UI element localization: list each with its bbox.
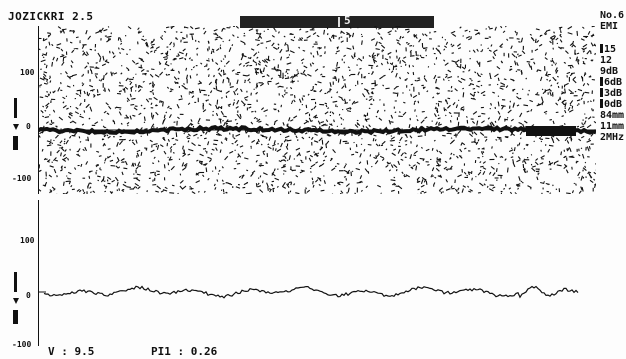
- parameter-text: 15: [604, 44, 617, 55]
- parameter-text: 84mm: [600, 110, 625, 121]
- parameter-panel: No.6 EMI 15 12 9dB 6dB 3dB 0dB 84mm 11mm 2MHz: [600, 10, 626, 143]
- waveform-gain-icon: [13, 272, 19, 324]
- waveform-panel: 100 0 -100: [12, 196, 596, 349]
- spectrum-panel: 100 0 -100: [12, 26, 596, 194]
- parameter-text: 12: [600, 55, 613, 66]
- spectrum-y-axis: [38, 26, 39, 194]
- parameter-text: 9dB: [600, 66, 619, 77]
- spectrum-noise-display: [38, 26, 596, 194]
- device-title: JOZICKRI 2.5: [8, 10, 94, 23]
- parameter-item: EMI: [600, 21, 626, 32]
- waveform-y-axis: [38, 200, 39, 346]
- parameter-item: 12: [600, 55, 626, 66]
- measurement-readouts: V : 9.5 PI1 : 0.26: [48, 345, 267, 358]
- parameter-text: 0dB: [604, 99, 623, 110]
- pulsatility-readout: PI1 : 0.26: [150, 345, 218, 358]
- velocity-readout: V : 9.5: [48, 345, 95, 358]
- parameter-item: 0dB: [600, 99, 626, 110]
- waveform-ytick-mid: 0: [26, 291, 31, 300]
- parameter-item: No.6: [600, 10, 626, 21]
- scale-bar-marker: [338, 17, 340, 27]
- parameter-item: 11mm: [600, 121, 626, 132]
- waveform-trace-display: [38, 285, 579, 299]
- parameter-text: 3dB: [604, 88, 623, 99]
- parameter-bar-icon: [600, 44, 603, 53]
- parameter-text: 6dB: [604, 77, 623, 88]
- parameter-text: 2MHz: [600, 132, 625, 143]
- spectrum-ytick-top: 100: [20, 68, 35, 77]
- parameter-text: 11mm: [600, 121, 625, 132]
- parameter-bar-icon: [600, 88, 603, 97]
- parameter-item: 6dB: [600, 77, 626, 88]
- parameter-item: 9dB: [600, 66, 626, 77]
- spectrum-gain-icon: [13, 98, 19, 150]
- scale-bar-label: 5: [344, 14, 351, 27]
- waveform-ytick-top: 100: [20, 236, 35, 245]
- parameter-item: 84mm: [600, 110, 626, 121]
- waveform-gain-indicator: [12, 272, 20, 332]
- parameter-text: No.6: [600, 10, 625, 21]
- parameter-item: 15: [600, 44, 626, 55]
- parameter-text: EMI: [600, 21, 619, 32]
- parameter-bar-icon: [600, 99, 603, 108]
- spectrum-gain-indicator: [12, 98, 20, 158]
- waveform-ytick-bottom: -100: [12, 340, 32, 349]
- parameter-item: 2MHz: [600, 132, 626, 143]
- parameter-bar-icon: [600, 77, 603, 86]
- scale-bar: 5: [240, 14, 434, 28]
- spectrum-ytick-bottom: -100: [12, 174, 32, 183]
- spectrum-ytick-mid: 0: [26, 122, 31, 131]
- parameter-item: 3dB: [600, 88, 626, 99]
